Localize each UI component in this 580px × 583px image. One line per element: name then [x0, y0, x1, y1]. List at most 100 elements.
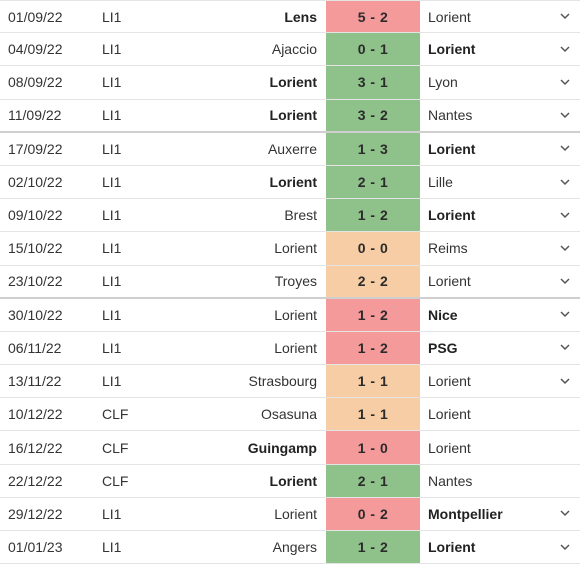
chevron-down-icon[interactable]	[558, 365, 572, 397]
home-team: Osasuna	[260, 406, 317, 423]
score-badge: 2 - 2	[326, 265, 420, 297]
home-team: Lorient	[269, 107, 317, 124]
competition: LI1	[102, 339, 122, 356]
match-row[interactable]: 01/09/22 LI1 Lens 5 - 2 Lorient	[0, 0, 580, 34]
match-row[interactable]: 13/11/22 LI1 Strasbourg 1 - 1 Lorient	[0, 365, 580, 399]
chevron-down-icon[interactable]	[558, 33, 572, 65]
match-date: 02/10/22	[8, 174, 63, 191]
away-team: Montpellier	[428, 505, 503, 522]
match-row[interactable]: 17/09/22 LI1 Auxerre 1 - 3 Lorient	[0, 132, 580, 166]
home-team: Strasbourg	[248, 373, 317, 390]
competition: LI1	[102, 8, 122, 25]
match-row[interactable]: 30/10/22 LI1 Lorient 1 - 2 Nice	[0, 298, 580, 332]
match-date: 13/11/22	[8, 373, 62, 390]
away-team: Lorient	[428, 41, 476, 58]
match-date: 30/10/22	[8, 306, 63, 323]
score-badge: 1 - 3	[326, 132, 420, 165]
home-team: Lorient	[269, 74, 317, 91]
score-badge: 1 - 1	[326, 398, 420, 431]
home-team: Auxerre	[267, 140, 317, 157]
competition: CLF	[102, 406, 129, 423]
score-badge: 3 - 1	[326, 66, 420, 99]
match-row[interactable]: 01/01/23 LI1 Angers 1 - 2 Lorient	[0, 531, 580, 565]
home-team: Lorient	[274, 240, 317, 257]
match-date: 29/12/22	[8, 505, 63, 522]
home-team: Lorient	[274, 306, 317, 323]
score-badge: 2 - 1	[326, 464, 420, 497]
score-badge: 5 - 2	[326, 1, 420, 33]
chevron-down-icon[interactable]	[558, 232, 572, 264]
away-team: Lorient	[428, 273, 471, 290]
match-date: 22/12/22	[8, 472, 63, 489]
score-badge: 0 - 1	[326, 33, 420, 66]
away-team: Lorient	[428, 207, 476, 224]
score-badge: 1 - 2	[326, 298, 420, 331]
match-row[interactable]: 06/11/22 LI1 Lorient 1 - 2 PSG	[0, 331, 580, 366]
away-team: PSG	[428, 339, 458, 356]
score-badge: 1 - 2	[326, 331, 420, 365]
chevron-down-icon[interactable]	[558, 100, 572, 131]
match-row[interactable]: 02/10/22 LI1 Lorient 2 - 1 Lille	[0, 165, 580, 200]
match-row[interactable]: 23/10/22 LI1 Troyes 2 - 2 Lorient	[0, 265, 580, 299]
competition: LI1	[102, 207, 122, 224]
chevron-down-icon[interactable]	[558, 166, 572, 198]
away-team: Lorient	[428, 539, 476, 556]
competition: LI1	[102, 140, 122, 157]
score-badge: 1 - 1	[326, 365, 420, 398]
score-badge: 2 - 1	[326, 165, 420, 199]
competition: LI1	[102, 240, 122, 257]
chevron-down-icon[interactable]	[558, 299, 572, 331]
away-team: Nice	[428, 306, 458, 323]
match-date: 06/11/22	[8, 339, 62, 356]
competition: LI1	[102, 107, 122, 124]
score-badge: 1 - 2	[326, 531, 420, 564]
away-team: Lille	[428, 174, 453, 191]
away-team: Lorient	[428, 140, 476, 157]
away-team: Lorient	[428, 406, 471, 423]
match-row[interactable]: 11/09/22 LI1 Lorient 3 - 2 Nantes	[0, 99, 580, 133]
competition: LI1	[102, 505, 122, 522]
competition: CLF	[102, 439, 129, 456]
score-badge: 0 - 2	[326, 497, 420, 530]
chevron-down-icon[interactable]	[558, 199, 572, 231]
away-team: Nantes	[428, 472, 473, 489]
home-team: Troyes	[274, 273, 317, 290]
chevron-down-icon[interactable]	[558, 531, 572, 563]
home-team: Lens	[284, 8, 317, 25]
match-row[interactable]: 04/09/22 LI1 Ajaccio 0 - 1 Lorient	[0, 33, 580, 67]
match-date: 15/10/22	[8, 240, 63, 257]
match-results-list: 01/09/22 LI1 Lens 5 - 2 Lorient 04/09/22 LI1 Aj…	[0, 0, 580, 565]
away-team: Lyon	[428, 74, 458, 91]
match-date: 08/09/22	[8, 74, 63, 91]
match-row[interactable]: 29/12/22 LI1 Lorient 0 - 2 Montpellier	[0, 497, 580, 531]
match-row[interactable]: 08/09/22 LI1 Lorient 3 - 1 Lyon	[0, 66, 580, 100]
chevron-down-icon[interactable]	[558, 266, 572, 297]
away-team: Reims	[428, 240, 468, 257]
chevron-down-icon[interactable]	[558, 66, 572, 98]
match-date: 11/09/22	[8, 107, 62, 124]
home-team: Guingamp	[247, 439, 317, 456]
match-date: 23/10/22	[8, 273, 63, 290]
competition: CLF	[102, 472, 129, 489]
chevron-down-icon[interactable]	[558, 133, 572, 165]
home-team: Brest	[284, 207, 317, 224]
home-team: Ajaccio	[271, 41, 317, 58]
home-team: Lorient	[269, 472, 317, 489]
match-date: 09/10/22	[8, 207, 63, 224]
chevron-down-icon[interactable]	[558, 498, 572, 530]
chevron-down-icon[interactable]	[558, 1, 572, 32]
chevron-down-icon[interactable]	[558, 332, 572, 364]
match-row[interactable]: 15/10/22 LI1 Lorient 0 - 0 Reims	[0, 232, 580, 266]
competition: LI1	[102, 174, 122, 191]
competition: LI1	[102, 41, 122, 58]
away-team: Lorient	[428, 439, 471, 456]
home-team: Lorient	[269, 174, 317, 191]
home-team: Lorient	[274, 339, 317, 356]
competition: LI1	[102, 373, 122, 390]
match-date: 17/09/22	[8, 140, 63, 157]
match-date: 04/09/22	[8, 41, 63, 58]
match-date: 01/01/23	[8, 539, 63, 556]
match-row[interactable]: 09/10/22 LI1 Brest 1 - 2 Lorient	[0, 199, 580, 233]
home-team: Lorient	[274, 505, 317, 522]
competition: LI1	[102, 273, 122, 290]
